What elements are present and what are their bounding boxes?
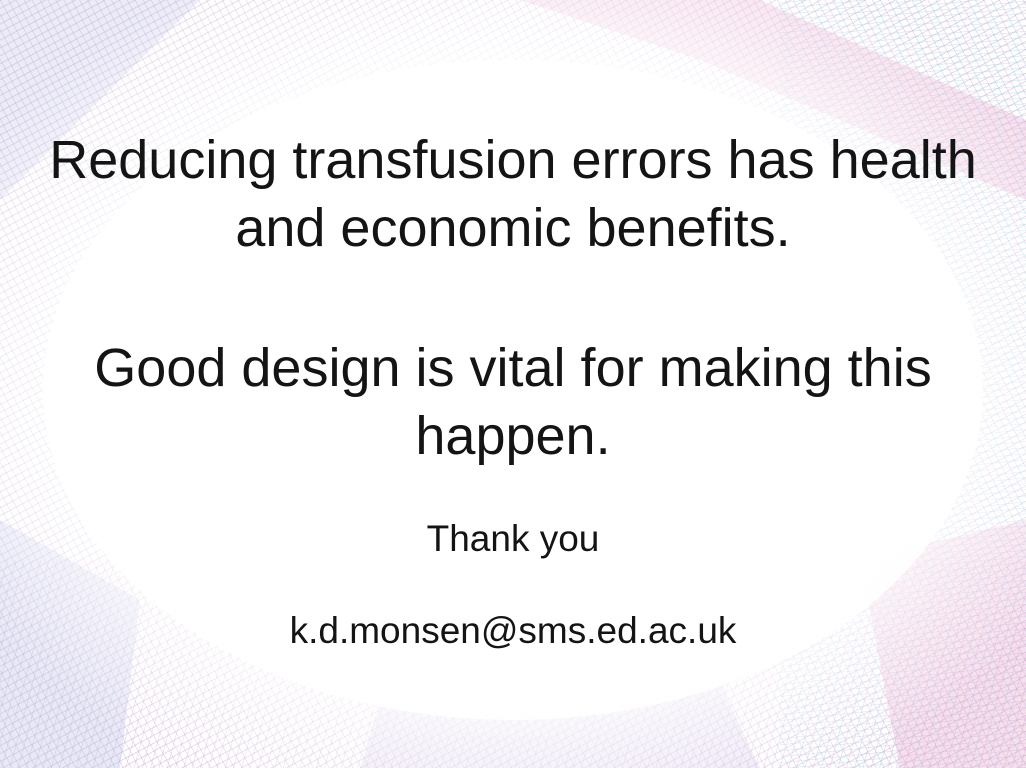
thank-you-text: Thank you — [426, 518, 600, 559]
headline-transfusion: Reducing transfusion errors has health a… — [49, 130, 977, 258]
headline-design: Good design is vital for making this hap… — [94, 338, 932, 466]
contact-email: k.d.monsen@sms.ed.ac.uk — [289, 610, 737, 651]
